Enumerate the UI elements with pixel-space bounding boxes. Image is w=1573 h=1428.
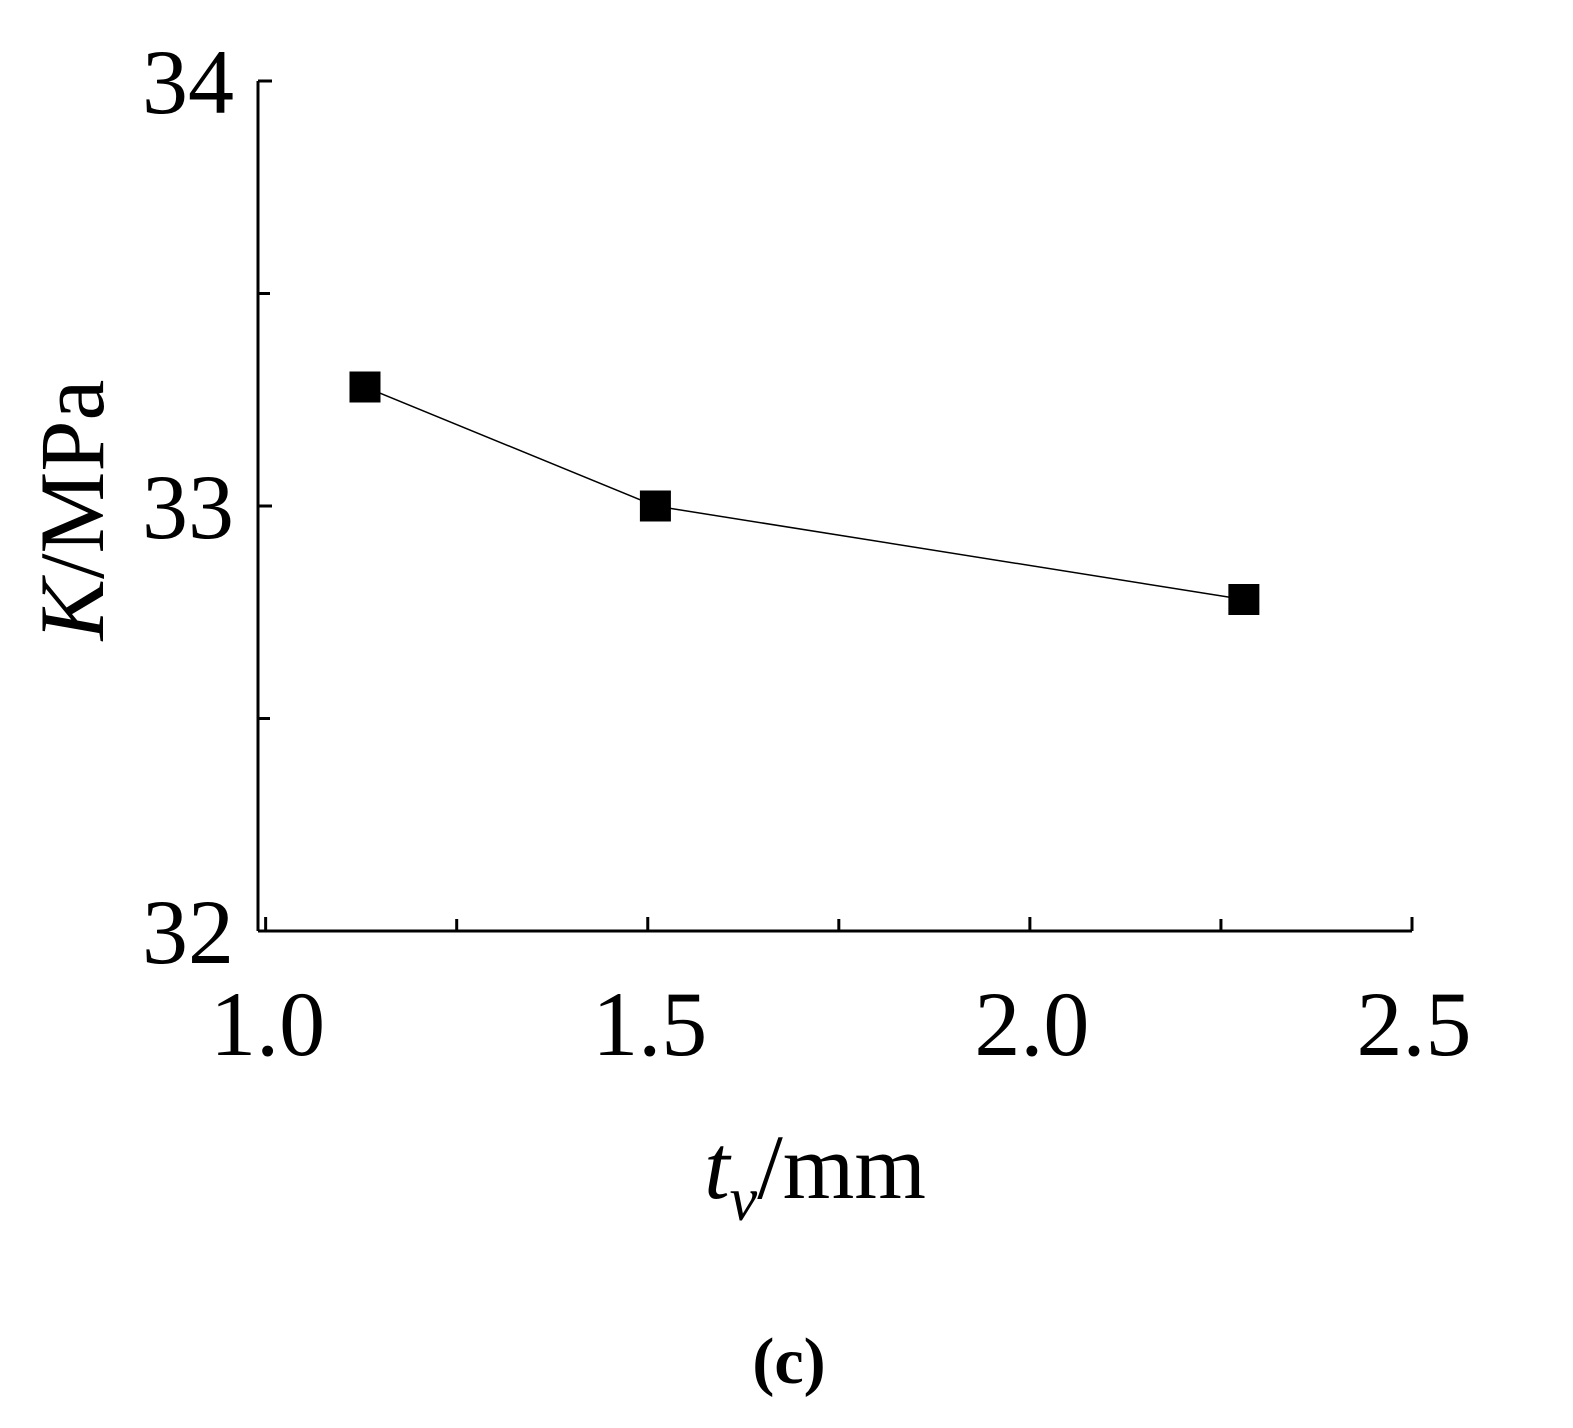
- y-axis-title-unit: /MPa: [21, 380, 123, 579]
- x-axis-title-unit: /mm: [757, 1116, 926, 1218]
- x-tick-label: 2.5: [1357, 973, 1472, 1075]
- x-axis-title-subscript: v: [730, 1166, 758, 1234]
- y-axis-title: K/MPa: [21, 380, 123, 643]
- x-axis-ticks: 1.0 1.5 2.0 2.5: [210, 917, 1472, 1075]
- x-axis-title-variable: t: [704, 1116, 732, 1218]
- x-tick-label: 2.0: [974, 973, 1089, 1075]
- series-line: [364, 386, 1245, 601]
- data-series: [349, 371, 1260, 615]
- data-point-marker: [349, 371, 381, 403]
- y-tick-label: 32: [142, 881, 234, 983]
- data-point-marker: [1228, 584, 1260, 615]
- y-tick-label: 33: [142, 456, 234, 558]
- x-axis-title: tv/mm: [704, 1116, 926, 1234]
- y-tick-label: 34: [142, 31, 234, 133]
- panel-label: (c): [752, 1325, 825, 1398]
- x-tick-label: 1.0: [210, 973, 325, 1075]
- y-axis-title-variable: K: [21, 574, 123, 642]
- x-tick-label: 1.5: [592, 973, 707, 1075]
- data-point-marker: [639, 490, 671, 522]
- y-axis-ticks: 32 33 34: [142, 31, 272, 983]
